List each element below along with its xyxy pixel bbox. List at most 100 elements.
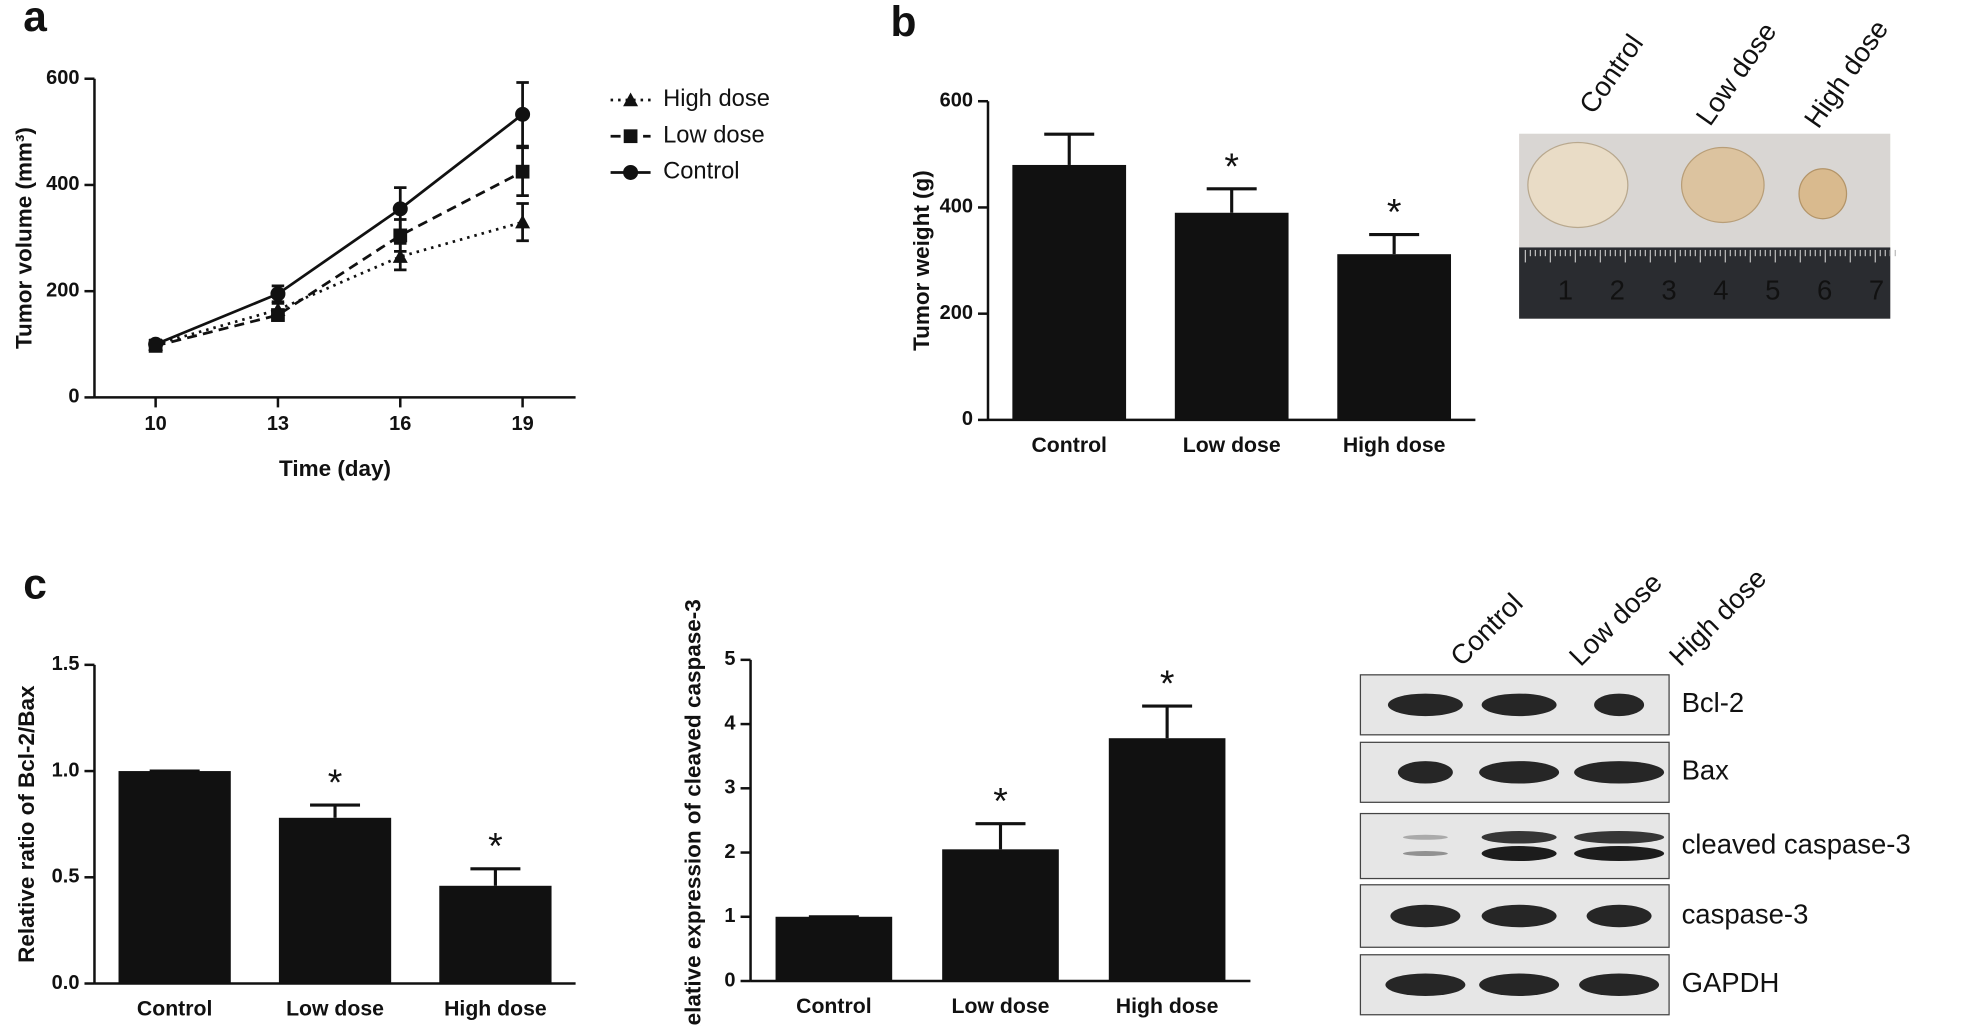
legend-marker: [623, 129, 638, 144]
x-tick-label: Control: [796, 994, 871, 1018]
photo-label: Control: [1573, 29, 1649, 119]
blot-band: [1397, 761, 1453, 784]
series-line: [155, 170, 524, 348]
x-tick-label: High dose: [1116, 994, 1219, 1018]
blot-band: [1481, 693, 1557, 717]
marker: [515, 214, 531, 229]
panel-label: c: [23, 562, 47, 609]
protein-label: caspase-3: [1682, 898, 1809, 929]
bar: [1174, 212, 1289, 420]
series-line: [155, 220, 523, 346]
marker: [392, 201, 408, 217]
blot-band: [1479, 973, 1560, 997]
marker: [515, 164, 530, 179]
legend-label: High dose: [663, 86, 770, 112]
y-tick-label: 0.0: [52, 972, 80, 994]
series-line: [155, 113, 524, 346]
bar: [278, 817, 392, 984]
blot-band: [1481, 831, 1557, 844]
y-tick-label: 0.5: [52, 866, 80, 888]
x-tick-label: 16: [389, 413, 411, 435]
blot-band: [1574, 831, 1665, 844]
bar: [439, 885, 552, 984]
bar: [1337, 254, 1452, 420]
significance-mark: *: [1224, 145, 1239, 187]
ruler-label: 7: [1869, 275, 1884, 306]
x-tick-label: 19: [511, 413, 533, 435]
marker: [393, 228, 408, 243]
blot-band: [1574, 846, 1665, 862]
blot-band: [1479, 761, 1560, 784]
ruler-label: 1: [1558, 275, 1573, 306]
ruler-label: 4: [1713, 275, 1728, 306]
y-axis-title: Relative ratio of Bcl-2/Bax: [14, 685, 39, 963]
x-axis-title: Time (day): [279, 456, 391, 481]
ruler-label: 6: [1817, 275, 1832, 306]
y-tick-label: 5: [724, 648, 735, 670]
x-tick-label: 10: [145, 413, 167, 435]
blot-band: [1481, 904, 1557, 928]
y-tick-label: 0: [724, 969, 735, 991]
marker: [515, 106, 531, 122]
y-tick-label: 0: [68, 386, 79, 408]
significance-mark: *: [488, 825, 503, 867]
panel-label: a: [23, 0, 47, 41]
legend-label: Low dose: [663, 122, 765, 148]
photo-label: Low dose: [1690, 17, 1783, 131]
y-tick-label: 1: [724, 905, 735, 927]
legend-marker: [623, 164, 639, 180]
significance-mark: *: [993, 780, 1008, 822]
bar: [775, 916, 893, 982]
blot-strip: [1359, 812, 1670, 880]
legend-marker: [623, 92, 639, 107]
x-tick-label: High dose: [444, 996, 547, 1020]
legend-label: Control: [663, 159, 740, 185]
blot-band: [1481, 846, 1557, 862]
blot-band: [1594, 693, 1645, 717]
ruler-label: 2: [1610, 275, 1625, 306]
panel-label: b: [891, 0, 917, 46]
protein-label: Bcl-2: [1682, 687, 1745, 718]
ruler-label: 5: [1765, 275, 1780, 306]
y-axis-title: Relative expression of cleaved caspase-3: [680, 599, 705, 1026]
ruler-label: 3: [1661, 275, 1676, 306]
lane-label: Control: [1444, 587, 1529, 672]
y-tick-label: 200: [940, 302, 973, 324]
significance-mark: *: [328, 761, 343, 803]
blot-band: [1390, 904, 1461, 928]
y-tick-label: 200: [46, 279, 79, 301]
blot-band: [1574, 761, 1665, 784]
x-tick-label: Control: [137, 996, 212, 1020]
x-tick-label: Control: [1031, 433, 1106, 457]
protein-label: GAPDH: [1682, 967, 1780, 998]
photo-label: High dose: [1798, 14, 1894, 133]
x-tick-label: High dose: [1343, 433, 1446, 457]
y-tick-label: 600: [940, 90, 973, 112]
y-tick-label: 3: [724, 777, 735, 799]
x-tick-label: Low dose: [952, 994, 1050, 1018]
marker: [392, 249, 408, 263]
y-tick-label: 400: [46, 173, 79, 195]
y-tick-label: 600: [46, 67, 79, 89]
blot-band: [1402, 834, 1448, 840]
x-tick-label: Low dose: [286, 996, 384, 1020]
y-tick-label: 2: [724, 841, 735, 863]
blot-band: [1402, 851, 1448, 857]
protein-label: Bax: [1682, 755, 1730, 786]
marker: [270, 286, 286, 302]
blot-band: [1586, 904, 1652, 928]
bar: [1108, 738, 1226, 982]
y-tick-label: 4: [724, 712, 735, 734]
bar: [942, 849, 1059, 982]
y-axis-title: Tumor volume (mm³): [12, 127, 37, 349]
x-tick-label: Low dose: [1183, 433, 1281, 457]
significance-mark: *: [1160, 662, 1175, 704]
y-tick-label: 1.5: [52, 653, 80, 675]
bar: [1012, 164, 1127, 420]
y-axis-title: Tumor weight (g): [909, 170, 934, 351]
protein-label: cleaved caspase-3: [1682, 828, 1911, 859]
blot-band: [1387, 693, 1463, 717]
y-tick-label: 0: [962, 408, 973, 430]
